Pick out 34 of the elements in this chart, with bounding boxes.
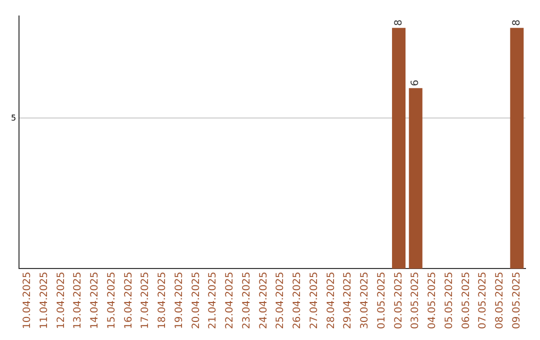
data-label: 8 bbox=[511, 19, 522, 26]
x-tick-label: 26.04.2025 bbox=[292, 272, 304, 330]
x-tick-label: 18.04.2025 bbox=[157, 272, 168, 330]
x-tick-label: 10.04.2025 bbox=[22, 272, 34, 330]
x-tick-label: 20.04.2025 bbox=[190, 272, 202, 330]
data-label: 6 bbox=[410, 80, 422, 86]
x-tick-label: 02.05.2025 bbox=[393, 272, 404, 330]
x-tick-label: 29.04.2025 bbox=[342, 272, 354, 330]
x-tick-label: 17.04.2025 bbox=[140, 272, 152, 330]
x-tick-label: 04.05.2025 bbox=[427, 272, 438, 330]
x-tick-label: 06.05.2025 bbox=[460, 272, 472, 330]
x-tick-label: 16.04.2025 bbox=[123, 272, 134, 330]
x-tick-label: 08.05.2025 bbox=[494, 272, 506, 330]
x-tick-label: 15.04.2025 bbox=[106, 272, 118, 330]
x-tick-label: 30.04.2025 bbox=[360, 272, 371, 330]
x-tick-label: 21.04.2025 bbox=[208, 272, 219, 330]
x-tick-label: 01.05.2025 bbox=[376, 272, 388, 330]
x-tick-label: 03.05.2025 bbox=[410, 272, 422, 330]
x-tick-label: 11.04.2025 bbox=[38, 272, 50, 330]
x-tick-label: 07.05.2025 bbox=[478, 272, 489, 330]
x-tick-label: 25.04.2025 bbox=[275, 272, 286, 330]
x-tick-label: 14.04.2025 bbox=[90, 272, 101, 330]
x-tick-label: 24.04.2025 bbox=[258, 272, 270, 330]
x-tick-label: 23.04.2025 bbox=[241, 272, 252, 330]
data-label: 8 bbox=[393, 19, 404, 26]
y-tick-label: 5 bbox=[10, 113, 16, 122]
x-tick-label: 27.04.2025 bbox=[308, 272, 320, 330]
x-tick-label: 09.05.2025 bbox=[511, 272, 522, 330]
x-tick-label: 05.05.2025 bbox=[444, 272, 455, 330]
x-tick-label: 19.04.2025 bbox=[174, 272, 185, 330]
x-tick-label: 28.04.2025 bbox=[326, 272, 337, 330]
x-tick-label: 12.04.2025 bbox=[56, 272, 67, 330]
x-tick-label: 13.04.2025 bbox=[72, 272, 84, 330]
x-tick-label: 22.04.2025 bbox=[224, 272, 236, 330]
